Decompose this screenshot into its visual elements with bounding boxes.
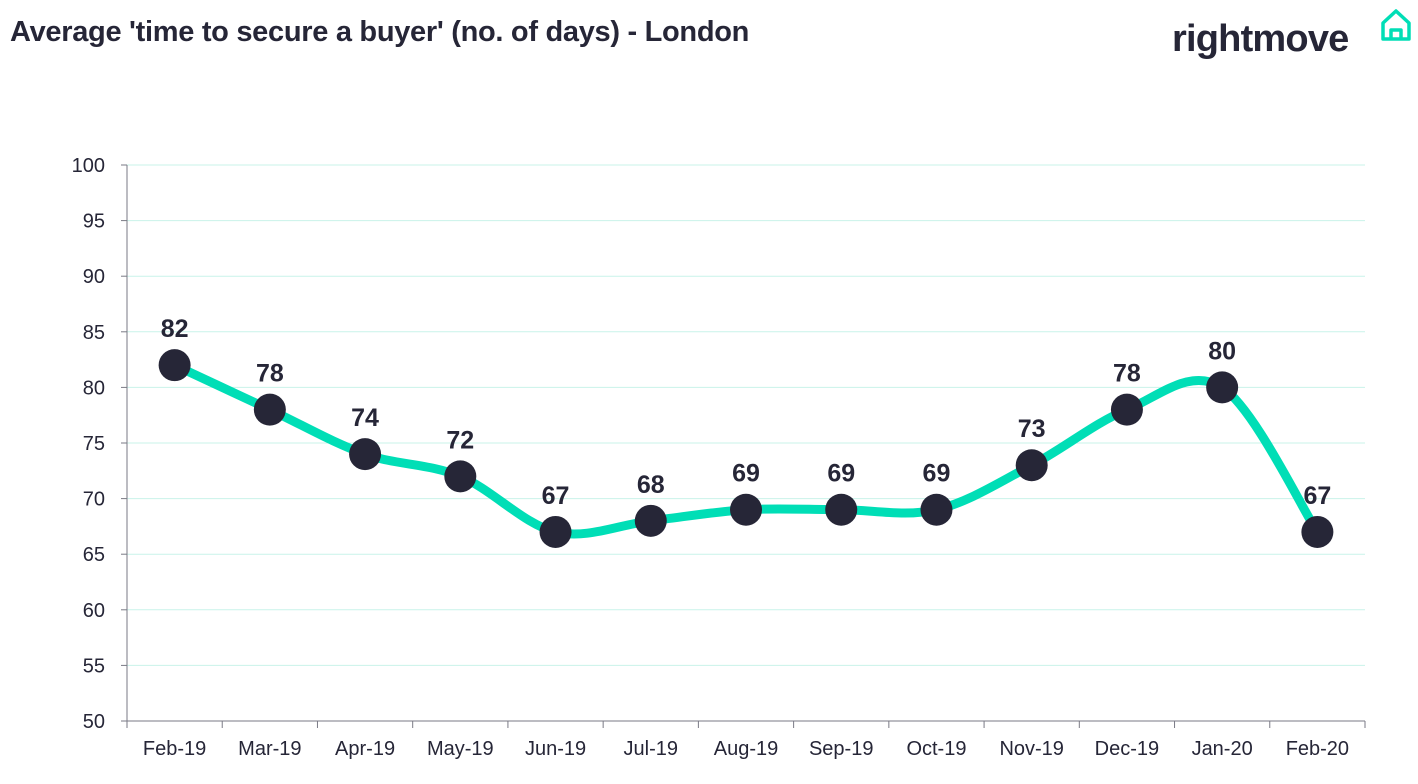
series-markers <box>158 349 1334 548</box>
house-outline-icon <box>1381 9 1411 41</box>
y-tick-label: 55 <box>83 655 105 677</box>
y-tick-label: 60 <box>83 600 105 622</box>
data-label: 80 <box>1208 337 1236 365</box>
y-tick-label: 80 <box>83 377 105 399</box>
x-tick-label: Aug-19 <box>714 738 779 760</box>
data-point <box>158 349 191 382</box>
y-tick-label: 95 <box>83 211 105 233</box>
data-point <box>730 493 762 526</box>
axes <box>121 164 1366 728</box>
x-tick-label: Sep-19 <box>809 738 874 760</box>
data-point <box>1110 393 1143 426</box>
y-tick-label: 85 <box>83 322 105 344</box>
data-label: 69 <box>923 460 951 488</box>
x-tick-label: Jun-19 <box>525 738 586 760</box>
x-tick-label: Jan-20 <box>1192 738 1253 760</box>
x-tick-label: Nov-19 <box>999 738 1063 760</box>
x-tick-label: Oct-19 <box>906 738 966 760</box>
data-point <box>349 438 382 471</box>
data-label: 78 <box>256 360 284 388</box>
data-label: 72 <box>446 426 474 454</box>
chart-title: Average 'time to secure a buyer' (no. of… <box>10 16 750 48</box>
data-label: 82 <box>161 315 189 343</box>
data-label: 69 <box>827 460 855 488</box>
data-point <box>634 504 667 537</box>
data-label: 73 <box>1018 415 1046 443</box>
y-tick-label: 70 <box>83 489 105 511</box>
data-label: 68 <box>637 471 665 499</box>
data-point <box>920 493 953 526</box>
y-tick-label: 100 <box>72 155 105 177</box>
data-point <box>539 515 572 548</box>
y-tick-label: 75 <box>83 433 105 455</box>
data-labels: 82 78 74 72 67 68 69 69 69 73 78 80 67 <box>161 315 1332 510</box>
data-point <box>1301 515 1334 548</box>
x-tick-label: Mar-19 <box>238 738 301 760</box>
data-label: 69 <box>732 460 760 488</box>
x-tick-label: Dec-19 <box>1095 738 1159 760</box>
data-label: 67 <box>542 482 570 510</box>
data-point <box>1206 371 1239 404</box>
data-label: 78 <box>1113 360 1141 388</box>
y-tick-label: 50 <box>83 711 105 733</box>
data-point <box>825 493 858 526</box>
x-tick-label: May-19 <box>427 738 494 760</box>
data-label: 74 <box>351 404 379 432</box>
x-tick-label: Feb-19 <box>143 738 206 760</box>
x-tick-label: Feb-20 <box>1286 738 1349 760</box>
y-tick-label: 90 <box>83 266 105 288</box>
rightmove-logo: rightmove <box>1172 8 1412 64</box>
y-axis-tick-labels: 50 55 60 65 70 75 80 85 90 95 100 <box>72 155 105 733</box>
data-point <box>1015 449 1048 482</box>
y-tick-label: 65 <box>83 544 105 566</box>
gridlines <box>127 164 1365 666</box>
logo-wordmark: rightmove <box>1172 18 1349 60</box>
x-tick-label: Apr-19 <box>335 738 395 760</box>
data-point <box>444 460 477 493</box>
data-label: 67 <box>1303 482 1331 510</box>
x-axis-tick-labels: Feb-19 Mar-19 Apr-19 May-19 Jun-19 Jul-19 Aug-… <box>143 738 1349 760</box>
x-tick-label: Jul-19 <box>624 738 678 760</box>
data-point <box>253 393 286 426</box>
